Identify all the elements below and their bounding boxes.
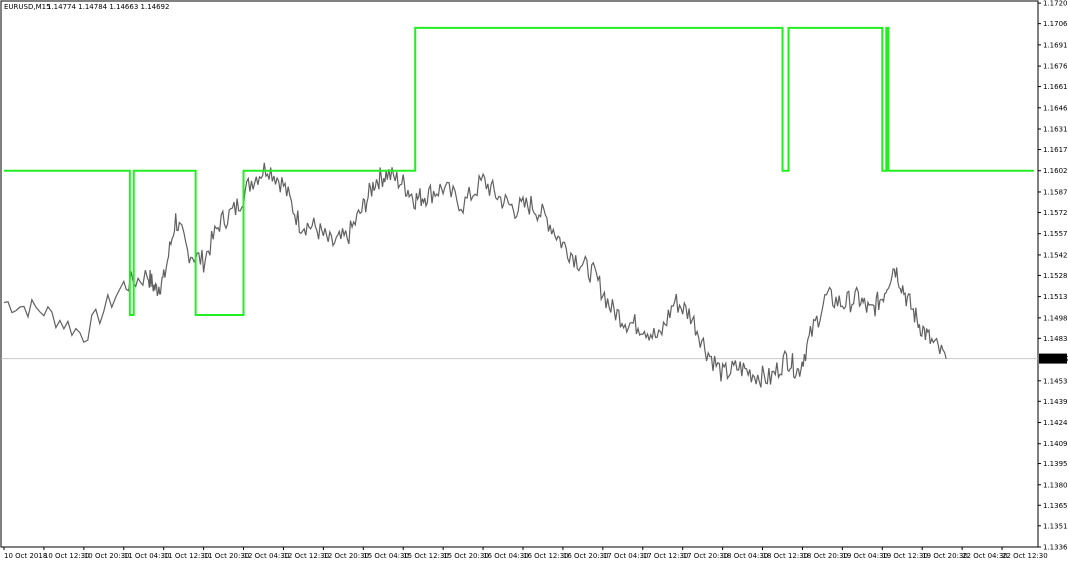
x-tick-label: 16 Oct 20:30: [563, 552, 609, 560]
y-tick-label: 1.14835: [1043, 335, 1068, 343]
x-tick-label: 11 Oct 04:30: [124, 552, 170, 560]
x-tick-label: 11 Oct 12:30: [164, 552, 210, 560]
y-tick-label: 1.16465: [1043, 104, 1068, 112]
x-tick-label: 15 Oct 12:30: [403, 552, 449, 560]
x-tick-label: 17 Oct 20:30: [683, 552, 729, 560]
x-tick-label: 12 Oct 12:30: [283, 552, 329, 560]
x-tick-label: 12 Oct 20:30: [323, 552, 369, 560]
symbol-label: EURUSD,M15: [4, 3, 51, 11]
x-tick-label: 22 Oct 04:30: [962, 552, 1008, 560]
current-price-label: 1.14692: [1039, 353, 1068, 364]
y-tick-label: 1.14390: [1043, 398, 1068, 406]
y-tick-label: 1.13800: [1043, 481, 1068, 489]
y-tick-label: 1.15425: [1043, 251, 1068, 259]
y-tick-label: 1.16760: [1043, 63, 1068, 71]
y-tick-label: 1.13360: [1043, 544, 1068, 552]
y-tick-label: 1.13655: [1043, 502, 1068, 510]
x-tick-label: 15 Oct 20:30: [443, 552, 489, 560]
y-tick-label: 1.15725: [1043, 209, 1068, 217]
y-axis: 1.17205 1.17060 1.16910 1.16760 1.16615 1.164…: [1038, 0, 1068, 552]
x-tick-label: 15 Oct 04:30: [363, 552, 409, 560]
x-tick-label: 10 Oct 12:30: [44, 552, 90, 560]
y-tick-label: 1.15130: [1043, 293, 1068, 301]
y-tick-label: 1.17205: [1043, 0, 1068, 8]
y-tick-label: 1.14240: [1043, 419, 1068, 427]
x-tick-label: 22 Oct 12:30: [1002, 552, 1048, 560]
plot-frame: [0, 0, 1039, 548]
y-tick-label: 1.14090: [1043, 440, 1068, 448]
indicator-step-line: [4, 26, 1034, 316]
y-tick-label: 1.15575: [1043, 230, 1068, 238]
x-tick-label: 18 Oct 04:30: [723, 552, 769, 560]
y-tick-label: 1.15280: [1043, 272, 1068, 280]
x-tick-label: 17 Oct 12:30: [643, 552, 689, 560]
price-series-line: [3, 162, 947, 388]
y-tick-label: 1.13510: [1043, 522, 1068, 530]
y-tick-label: 1.17060: [1043, 20, 1068, 28]
y-tick-label: 1.15870: [1043, 188, 1068, 196]
y-tick-label: 1.16615: [1043, 83, 1068, 91]
ohlc-values: 1.14774 1.14784 1.14663 1.14692: [47, 3, 169, 11]
y-tick-label: 1.16910: [1043, 41, 1068, 49]
x-tick-label: 12 Oct 04:30: [244, 552, 290, 560]
x-tick-label: 11 Oct 20:30: [204, 552, 250, 560]
y-tick-label: 1.14535: [1043, 377, 1068, 385]
x-tick-label: 19 Oct 12:30: [882, 552, 928, 560]
y-tick-label: 1.16170: [1043, 146, 1068, 154]
x-tick-label: 18 Oct 12:30: [763, 552, 809, 560]
y-tick-label: 1.16020: [1043, 167, 1068, 175]
x-tick-label: 16 Oct 04:30: [483, 552, 529, 560]
x-tick-label: 19 Oct 04:30: [842, 552, 888, 560]
x-tick-label: 10 Oct 2018: [4, 552, 47, 560]
y-tick-label: 1.14980: [1043, 314, 1068, 322]
x-tick-label: 10 Oct 20:30: [84, 552, 130, 560]
x-tick-label: 16 Oct 12:30: [523, 552, 569, 560]
y-tick-label: 1.13950: [1043, 460, 1068, 468]
y-tick-label: 1.16315: [1043, 126, 1068, 134]
x-tick-label: 17 Oct 04:30: [603, 552, 649, 560]
x-tick-label: 18 Oct 20:30: [802, 552, 848, 560]
x-tick-label: 19 Oct 20:30: [922, 552, 968, 560]
current-price-text: 1.14692: [1041, 355, 1068, 363]
